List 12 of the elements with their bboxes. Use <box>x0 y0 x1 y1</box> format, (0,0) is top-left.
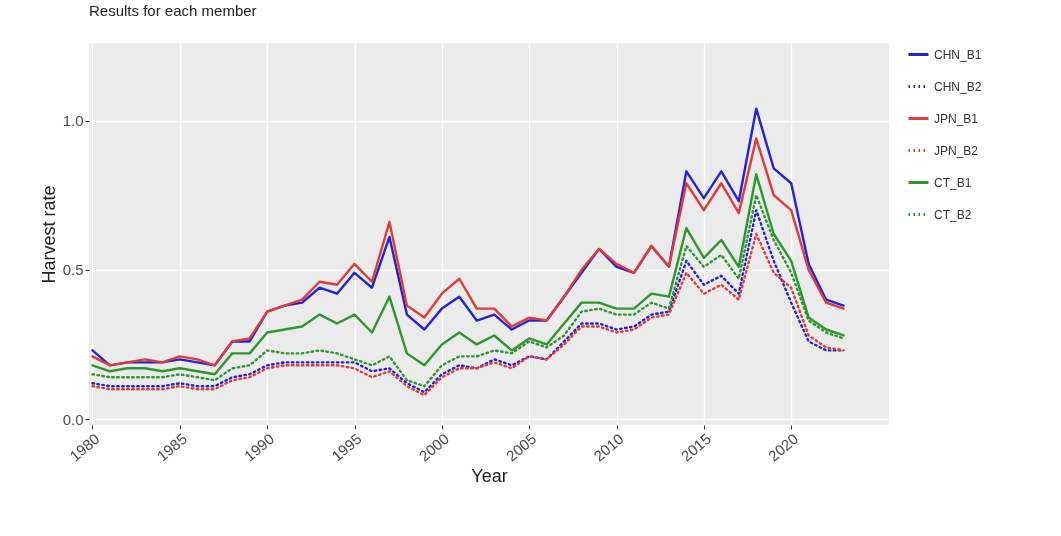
y-axis-title: Harvest rate <box>38 185 59 284</box>
legend-label: JPN_B2 <box>934 143 979 158</box>
y-tick-label: 1.0 <box>62 112 84 130</box>
y-tick-label: 0.0 <box>62 410 84 428</box>
legend-label: CHN_B2 <box>934 79 982 94</box>
legend-label: CT_B1 <box>934 175 972 190</box>
x-axis-title: Year <box>471 466 508 487</box>
y-tick-label: 0.5 <box>62 261 84 279</box>
legend-label: CHN_B1 <box>934 47 982 62</box>
chart-title: Results for each member <box>89 2 257 19</box>
legend-label: JPN_B1 <box>934 111 979 126</box>
legend-label: CT_B2 <box>934 207 972 222</box>
